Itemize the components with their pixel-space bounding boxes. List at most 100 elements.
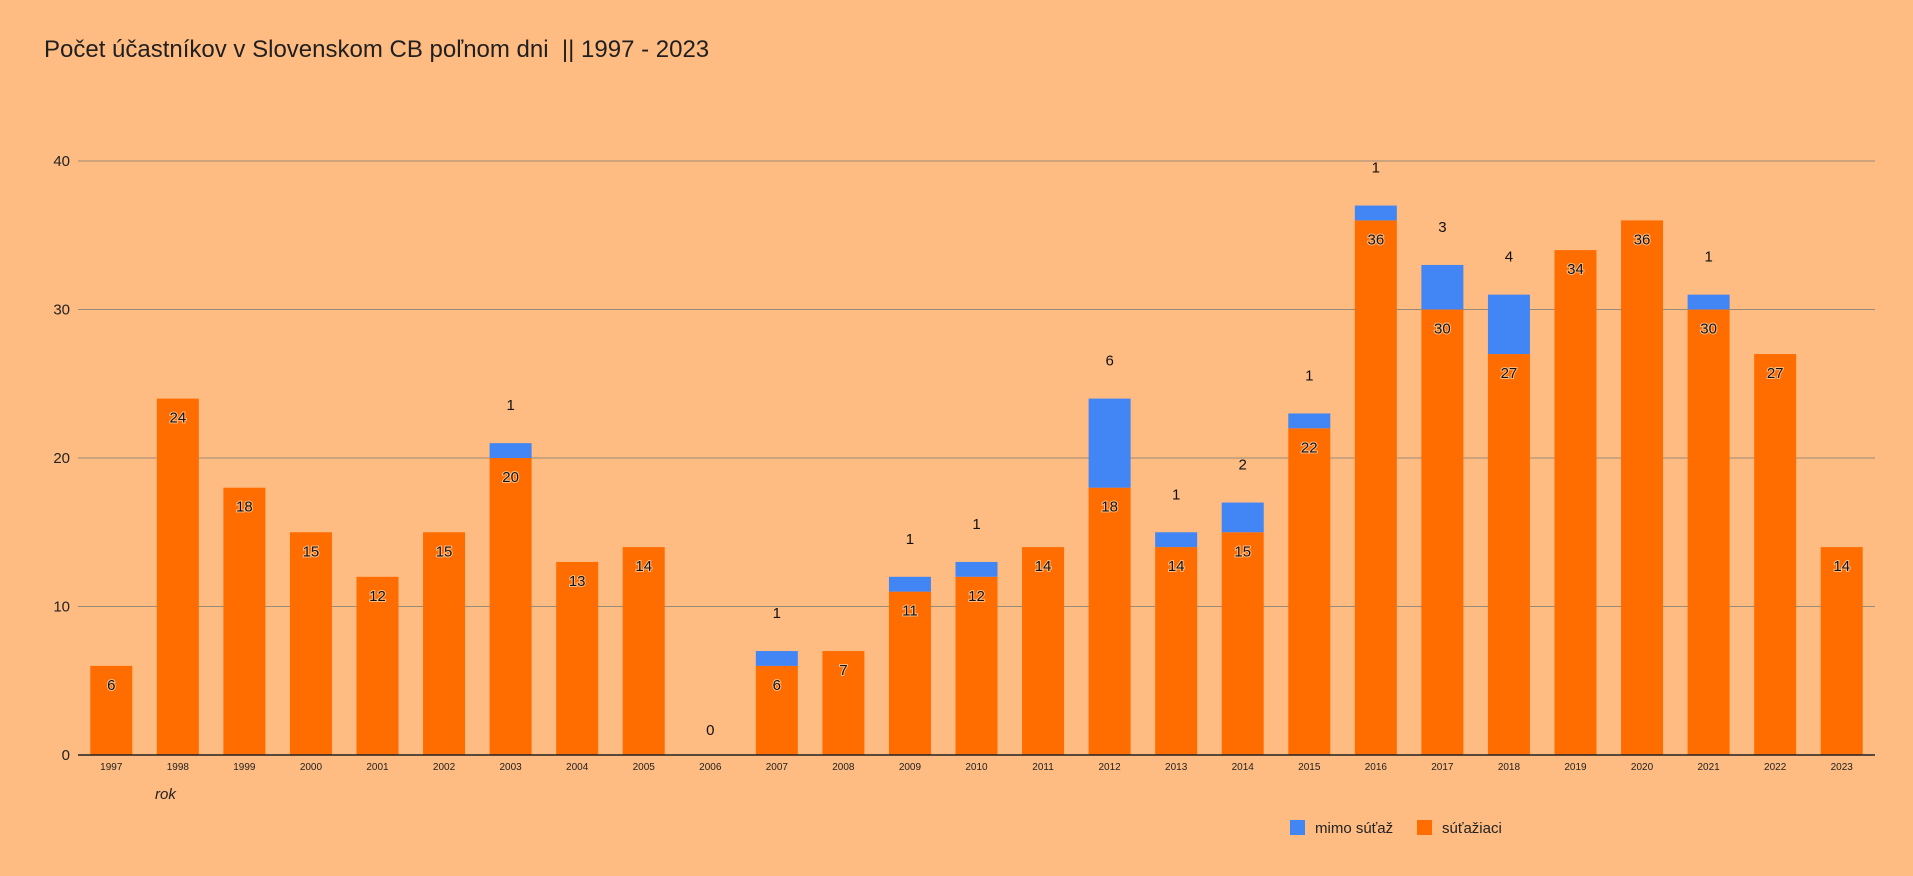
x-tick-label: 2004 [566, 762, 589, 773]
x-tick-label: 1997 [100, 762, 123, 773]
data-label-non-competition: 1 [1305, 367, 1313, 384]
data-label-competitors: 14 [1035, 558, 1052, 575]
bar-competitors [755, 665, 798, 755]
x-tick-label: 1999 [233, 762, 256, 773]
data-label-competitors: 14 [1168, 558, 1185, 575]
data-label-competitors: 18 [1101, 499, 1118, 516]
data-label-non-competition: 1 [1704, 249, 1712, 266]
bar-competitors [1687, 309, 1730, 755]
x-tick-label: 2023 [1831, 762, 1854, 773]
data-label-competitors: 12 [369, 588, 386, 605]
x-tick-label: 2014 [1232, 762, 1255, 773]
bar-competitors [1487, 354, 1530, 755]
bar-non-competition [1155, 532, 1198, 548]
x-tick-label: 2009 [899, 762, 922, 773]
bar-non-competition [1221, 502, 1264, 533]
bar-non-competition [888, 576, 931, 592]
bar-competitors [489, 458, 532, 755]
data-label-non-competition: 1 [1372, 160, 1380, 177]
y-tick-label: 40 [53, 153, 70, 170]
data-label-non-competition: 1 [1172, 486, 1180, 503]
x-tick-label: 2001 [366, 762, 389, 773]
bar-competitors [888, 591, 931, 755]
data-label-competitors: 13 [569, 573, 586, 590]
x-tick-label: 2011 [1032, 762, 1054, 773]
bar-competitors [1022, 547, 1065, 755]
x-tick-label: 2021 [1697, 762, 1720, 773]
data-label-competitors: 14 [1833, 558, 1850, 575]
x-tick-label: 2017 [1431, 762, 1454, 773]
data-label-non-competition: 2 [1239, 457, 1247, 474]
data-label-competitors: 18 [236, 499, 253, 516]
bar-non-competition [955, 561, 998, 577]
data-label-competitors: 20 [502, 469, 519, 486]
data-label-non-competition: 1 [972, 516, 980, 533]
bar-competitors [1754, 354, 1797, 755]
data-label-competitors: 15 [303, 543, 320, 560]
x-tick-label: 2002 [433, 762, 456, 773]
x-tick-label: 2015 [1298, 762, 1321, 773]
x-axis-label: rok [155, 786, 177, 803]
bar-competitors [90, 665, 133, 755]
x-tick-label: 2005 [633, 762, 656, 773]
data-label-competitors: 6 [107, 677, 115, 694]
data-label-competitors: 11 [902, 603, 918, 620]
bar-competitors [289, 532, 332, 755]
data-label-competitors: 15 [1234, 543, 1251, 560]
y-tick-label: 30 [53, 302, 70, 319]
bar-non-competition [755, 651, 798, 666]
x-tick-label: 2003 [499, 762, 522, 773]
data-label-competitors: 30 [1434, 321, 1451, 338]
y-tick-label: 10 [53, 599, 70, 616]
bar-competitors [1288, 428, 1331, 755]
legend-swatch [1417, 820, 1432, 835]
x-tick-label: 2000 [300, 762, 323, 773]
bar-competitors [955, 576, 998, 755]
data-label-competitors: 0 [706, 722, 714, 739]
y-tick-label: 20 [53, 450, 70, 467]
bar-competitors [1088, 487, 1131, 755]
data-label-competitors: 36 [1634, 231, 1651, 248]
bar-competitors [1354, 220, 1397, 755]
bar-competitors [1421, 309, 1464, 755]
data-label-non-competition: 1 [506, 397, 514, 414]
data-label-competitors: 7 [839, 662, 847, 679]
legend-swatch [1290, 820, 1305, 835]
bar-competitors [822, 651, 865, 755]
x-tick-label: 2006 [699, 762, 722, 773]
x-tick-label: 2013 [1165, 762, 1188, 773]
data-label-competitors: 15 [436, 543, 453, 560]
bar-non-competition [1288, 413, 1331, 429]
bar-non-competition [1354, 205, 1397, 221]
bar-competitors [356, 576, 399, 755]
data-label-competitors: 30 [1700, 321, 1717, 338]
x-tick-label: 2019 [1564, 762, 1587, 773]
data-label-non-competition: 3 [1438, 219, 1446, 236]
data-label-competitors: 22 [1301, 439, 1318, 456]
x-tick-label: 1998 [167, 762, 190, 773]
bar-competitors [423, 532, 466, 755]
x-tick-label: 2008 [832, 762, 855, 773]
x-tick-label: 2020 [1631, 762, 1654, 773]
data-label-competitors: 36 [1367, 231, 1384, 248]
x-tick-label: 2018 [1498, 762, 1521, 773]
data-label-non-competition: 6 [1105, 353, 1113, 370]
data-label-competitors: 27 [1501, 365, 1518, 382]
data-label-competitors: 24 [169, 410, 186, 427]
bar-competitors [1554, 250, 1597, 755]
bar-non-competition [489, 443, 532, 458]
bar-competitors [223, 487, 266, 755]
bar-competitors [156, 398, 199, 755]
x-tick-label: 2007 [766, 762, 789, 773]
data-label-non-competition: 4 [1505, 249, 1513, 266]
legend-label: súťažiaci [1442, 820, 1502, 837]
bar-non-competition [1088, 398, 1131, 488]
x-tick-label: 2016 [1365, 762, 1388, 773]
x-tick-label: 2010 [965, 762, 988, 773]
bar-competitors [622, 547, 665, 755]
bar-non-competition [1421, 264, 1464, 310]
bar-non-competition [1687, 294, 1730, 310]
data-label-competitors: 12 [968, 588, 985, 605]
